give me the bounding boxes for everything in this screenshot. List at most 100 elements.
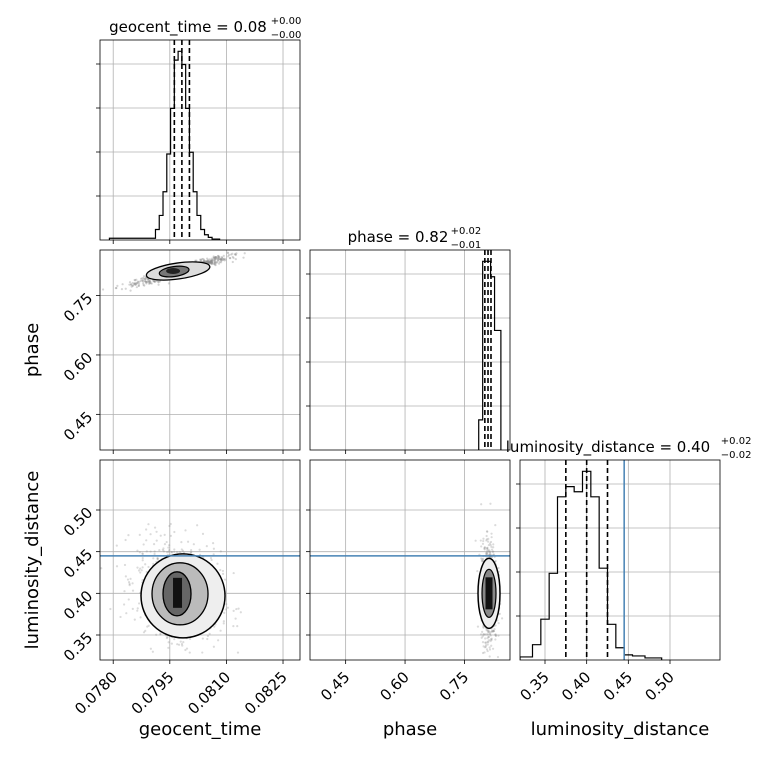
sample-point: [149, 550, 152, 553]
sample-point: [488, 552, 492, 555]
sample-point: [486, 649, 489, 653]
sample-point: [487, 667, 489, 669]
sample-point: [116, 284, 119, 287]
sample-point: [128, 584, 131, 587]
sample-point: [190, 549, 193, 552]
sample-point: [210, 259, 213, 262]
sample-point: [147, 565, 150, 569]
x-tick-label-phase: 0.60: [377, 668, 413, 704]
sample-point: [484, 645, 487, 648]
sample-point: [488, 655, 491, 658]
sample-point: [481, 635, 484, 638]
sample-point: [243, 252, 246, 255]
sample-point: [214, 261, 217, 264]
sample-point: [213, 258, 216, 261]
samples-phase-luminosity_distance: [474, 502, 504, 669]
sample-point: [133, 283, 136, 286]
sample-point: [492, 629, 496, 633]
sample-point: [206, 259, 210, 262]
sample-point: [483, 546, 486, 549]
sample-point: [489, 634, 492, 637]
panel-border: [519, 459, 721, 661]
sample-point: [491, 550, 494, 553]
sample-point: [159, 280, 162, 283]
sample-point: [493, 627, 496, 631]
sample-point: [145, 539, 148, 542]
sample-point: [209, 556, 213, 560]
sample-point: [209, 261, 212, 264]
sample-point: [487, 537, 490, 540]
sample-point: [128, 582, 131, 585]
sample-point: [209, 261, 212, 265]
sample-point: [216, 257, 219, 261]
sample-point: [235, 607, 238, 611]
sample-point: [211, 257, 214, 260]
sample-point: [480, 503, 483, 506]
sample-point: [217, 258, 220, 261]
sample-point: [149, 647, 152, 650]
sample-point: [152, 280, 155, 283]
sample-point: [234, 258, 237, 261]
sample-point: [155, 633, 158, 636]
sample-point: [232, 609, 235, 612]
sample-point: [482, 559, 485, 562]
samples-geocent_time-luminosity_distance: [100, 522, 242, 660]
y-tick-label-luminosity_distance: 0.45: [60, 545, 96, 581]
sample-point: [214, 264, 217, 267]
sample-point: [221, 258, 224, 261]
sample-point: [142, 275, 146, 278]
sample-point: [231, 260, 234, 264]
sample-point: [224, 258, 227, 261]
sample-point: [199, 259, 203, 262]
sample-point: [486, 549, 489, 552]
sample-point: [205, 261, 208, 264]
sample-point: [214, 255, 218, 259]
sample-point: [206, 637, 209, 641]
sample-point: [141, 566, 144, 569]
sample-point: [207, 261, 211, 264]
sample-point: [219, 261, 223, 264]
sample-point: [212, 256, 216, 260]
sample-point: [135, 278, 138, 281]
samples-geocent_time-phase: [101, 251, 246, 292]
sample-point: [205, 260, 208, 263]
sample-point: [483, 651, 486, 654]
sample-point: [210, 260, 213, 263]
sample-point: [189, 637, 192, 641]
sample-point: [485, 551, 488, 554]
sample-point: [218, 256, 221, 259]
sample-point: [489, 639, 492, 643]
sample-point: [157, 280, 160, 283]
panel-geocent_time-vs-luminosity_distance: 0.35 0.40 0.45 0.50 0.0780 0.0795 0.0810 0.0825: [60, 459, 301, 718]
sample-point: [143, 280, 147, 283]
sample-point: [213, 625, 216, 628]
sample-point: [161, 548, 164, 552]
sample-point: [488, 549, 491, 552]
sample-point: [152, 543, 156, 546]
sample-point: [486, 643, 489, 646]
x-tick-label-phase: 0.45: [317, 668, 353, 704]
sample-point: [483, 633, 487, 636]
sample-point: [217, 639, 220, 642]
sample-point: [219, 258, 222, 261]
sample-point: [485, 629, 488, 632]
sample-point: [184, 529, 187, 532]
sample-point: [141, 279, 144, 282]
y-axis-label-phase: phase: [22, 323, 43, 377]
sample-point: [216, 562, 219, 565]
sample-point: [133, 282, 136, 285]
y-tick-label-phase: 0.60: [60, 349, 96, 385]
y-tick-label-luminosity_distance: 0.50: [60, 504, 96, 540]
sample-point: [487, 635, 490, 639]
sample-point: [490, 638, 493, 642]
sample-point: [214, 256, 217, 259]
sample-point: [150, 282, 153, 285]
sample-point: [219, 258, 222, 261]
sample-point: [219, 629, 222, 632]
sample-point: [222, 258, 225, 261]
sample-point: [134, 283, 137, 286]
sample-point: [490, 548, 494, 551]
x-tick-label-luminosity_distance: 0.50: [641, 668, 677, 704]
sample-point: [136, 280, 139, 283]
sample-point: [476, 570, 479, 573]
